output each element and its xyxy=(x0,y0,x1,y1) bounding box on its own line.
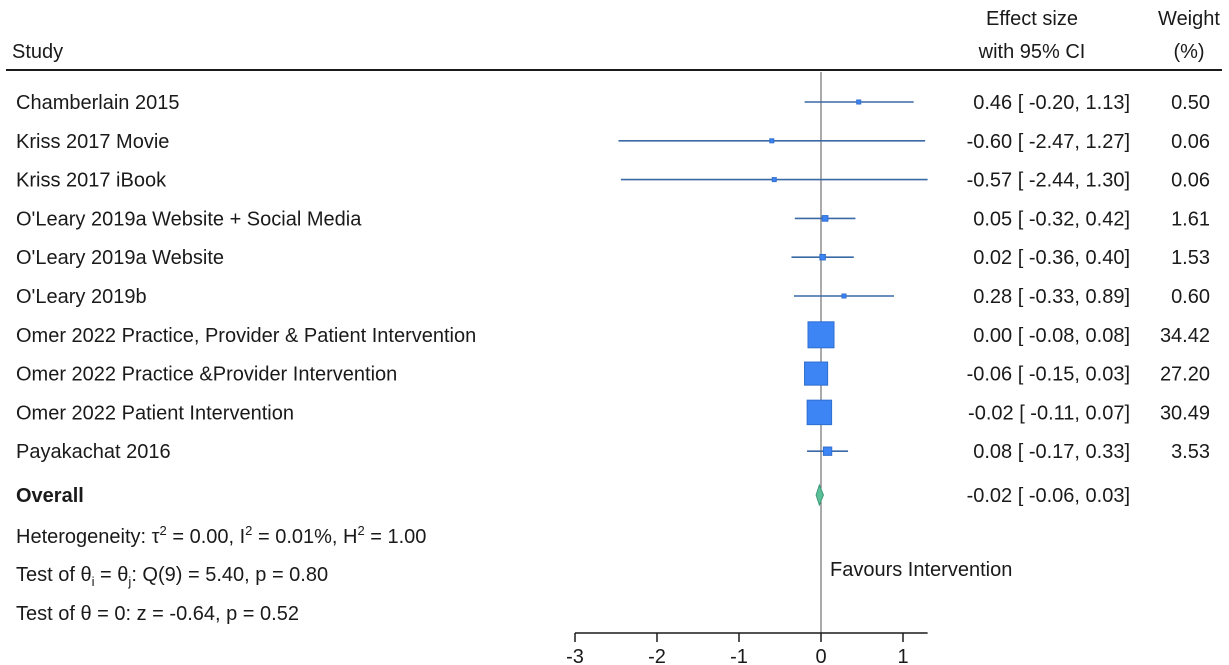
header-weight-2: (%) xyxy=(1173,41,1204,63)
ci-text: 0.02 [ -0.36, 0.40] xyxy=(973,247,1130,269)
study-name: Chamberlain 2015 xyxy=(16,92,179,114)
x-tick-label: 1 xyxy=(897,646,908,665)
header-effect-2: with 95% CI xyxy=(978,41,1086,63)
study-name: Omer 2022 Practice &Provider Interventio… xyxy=(16,364,397,386)
weight-text: 1.53 xyxy=(1171,247,1210,269)
weight-text: 3.53 xyxy=(1171,441,1210,463)
study-name: Omer 2022 Patient Intervention xyxy=(16,402,294,424)
study-row: Omer 2022 Practice, Provider & Patient I… xyxy=(16,321,1210,349)
ci-text: -0.60 [ -2.47, 1.27] xyxy=(967,131,1130,153)
study-row: O'Leary 2019a Website + Social Media 0.05… xyxy=(16,208,1210,230)
header-effect-1: Effect size xyxy=(986,8,1078,30)
effect-box xyxy=(806,399,833,426)
overall-ci-text: -0.02 [ -0.06, 0.03] xyxy=(967,485,1130,507)
study-row: Omer 2022 Practice &Provider Interventio… xyxy=(16,361,1210,386)
study-name: O'Leary 2019a Website + Social Media xyxy=(16,208,362,230)
effect-box xyxy=(804,361,829,386)
weight-text: 0.06 xyxy=(1171,170,1210,192)
ci-text: -0.02 [ -0.11, 0.07] xyxy=(968,402,1130,424)
heterogeneity-stats: Heterogeneity: τ2 = 0.00, I2 = 0.01%, H2… xyxy=(16,523,426,548)
header-study: Study xyxy=(12,41,63,63)
ci-text: 0.46 [ -0.20, 1.13] xyxy=(973,92,1130,114)
ci-text: 0.28 [ -0.33, 0.89] xyxy=(973,286,1130,308)
header-weight-1: Weight xyxy=(1158,8,1220,30)
effect-box xyxy=(807,321,835,349)
x-tick-label: 0 xyxy=(815,646,826,665)
effect-box xyxy=(841,293,847,299)
overall-label: Overall xyxy=(16,485,84,507)
x-axis-ticks: -3 -2 -1 0 1 xyxy=(566,633,909,665)
weight-text: 0.60 xyxy=(1171,286,1210,308)
x-tick-label: -3 xyxy=(566,646,584,665)
effect-box xyxy=(822,446,833,456)
study-name: Payakachat 2016 xyxy=(16,441,171,463)
effect-box xyxy=(821,215,829,222)
effect-box xyxy=(771,177,777,183)
ci-text: -0.57 [ -2.44, 1.30] xyxy=(967,170,1130,192)
study-name: Kriss 2017 iBook xyxy=(16,170,167,192)
study-row: O'Leary 2019b 0.28 [ -0.33, 0.89] 0.60 xyxy=(16,286,1210,308)
study-row: Kriss 2017 Movie -0.60 [ -2.47, 1.27] 0.06 xyxy=(16,131,1210,153)
x-tick-label: -1 xyxy=(730,646,748,665)
study-name: O'Leary 2019b xyxy=(16,286,147,308)
study-row: Payakachat 2016 0.08 [ -0.17, 0.33] 3.53 xyxy=(16,441,1210,463)
weight-text: 34.42 xyxy=(1160,325,1210,347)
study-name: Kriss 2017 Movie xyxy=(16,131,169,153)
effect-box xyxy=(856,99,862,105)
study-row: Kriss 2017 iBook -0.57 [ -2.44, 1.30] 0.06 xyxy=(16,170,1210,192)
weight-text: 27.20 xyxy=(1160,364,1210,386)
x-tick-label: -2 xyxy=(648,646,666,665)
effect-box xyxy=(769,138,775,144)
ci-text: 0.05 [ -0.32, 0.42] xyxy=(973,208,1130,230)
weight-text: 1.61 xyxy=(1171,208,1210,230)
ci-text: 0.00 [ -0.08, 0.08] xyxy=(973,325,1130,347)
study-name: O'Leary 2019a Website xyxy=(16,247,224,269)
ci-text: 0.08 [ -0.17, 0.33] xyxy=(973,441,1130,463)
study-row: Chamberlain 2015 0.46 [ -0.20, 1.13] 0.50 xyxy=(16,92,1210,114)
weight-text: 30.49 xyxy=(1160,402,1210,424)
favours-label: Favours Intervention xyxy=(830,559,1012,581)
weight-text: 0.50 xyxy=(1171,92,1210,114)
test-theta-zero: Test of θ = 0: z = -0.64, p = 0.52 xyxy=(16,603,299,625)
study-row: Omer 2022 Patient Intervention -0.02 [ -0… xyxy=(16,399,1210,426)
ci-text: -0.06 [ -0.15, 0.03] xyxy=(967,364,1130,386)
test-theta-equal: Test of θi = θj: Q(9) = 5.40, p = 0.80 xyxy=(16,564,328,589)
study-name: Omer 2022 Practice, Provider & Patient I… xyxy=(16,325,476,347)
effect-box xyxy=(819,253,826,261)
overall-diamond xyxy=(815,483,825,507)
weight-text: 0.06 xyxy=(1171,131,1210,153)
study-rows: Chamberlain 2015 0.46 [ -0.20, 1.13] 0.50 K… xyxy=(16,92,1210,463)
study-row: O'Leary 2019a Website 0.02 [ -0.36, 0.40]… xyxy=(16,247,1210,269)
